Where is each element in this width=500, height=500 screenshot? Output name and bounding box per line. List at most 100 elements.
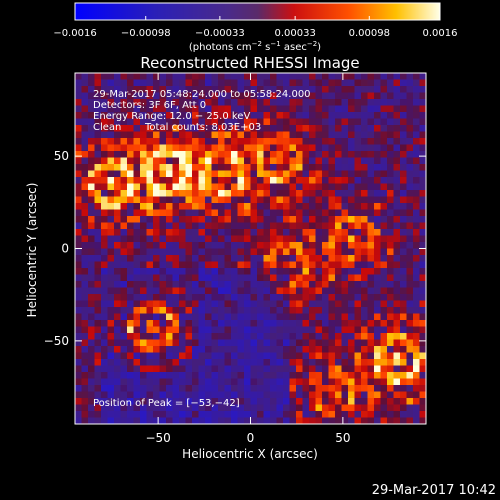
heatmap-cell [166,196,173,204]
heatmap-cell [81,281,89,288]
heatmap-cell [81,300,89,308]
heatmap-cell [367,177,375,184]
heatmap-cell [198,255,206,262]
clean-annotation: Clean [93,122,121,133]
heatmap-cell [120,255,128,262]
heatmap-cell [153,307,160,314]
heatmap-cell [159,274,167,282]
heatmap-cell [322,222,329,230]
heatmap-cell [413,242,420,249]
heatmap-cell [88,92,95,100]
heatmap-cell [107,222,115,230]
heatmap-cell [237,326,245,334]
heatmap-cell [218,151,225,158]
heatmap-cell [367,268,375,275]
heatmap-cell [244,359,251,366]
heatmap-cell [114,307,121,314]
heatmap-cell [133,372,141,379]
heatmap-cell [328,352,336,360]
heatmap-cell [289,105,297,113]
heatmap-cell [289,268,297,275]
heatmap-cell [419,118,427,126]
heatmap-cell [348,222,355,230]
heatmap-cell [302,209,310,217]
heatmap-cell [322,164,329,171]
heatmap-cell [302,261,310,269]
heatmap-cell [380,261,388,269]
heatmap-cell [146,86,154,93]
heatmap-cell [127,391,134,399]
heatmap-cell [263,190,271,197]
heatmap-cell [237,333,245,340]
heatmap-cell [400,216,407,223]
heatmap-cell [153,170,160,178]
heatmap-cell [88,365,95,373]
heatmap-cell [244,183,251,191]
heatmap-cell [315,268,323,275]
heatmap-cell [374,294,381,301]
heatmap-cell [393,313,401,321]
heatmap-cell [244,307,251,314]
heatmap-cell [153,209,160,217]
heatmap-cell [322,274,329,282]
heatmap-cell [94,235,102,243]
heatmap-cell [75,391,82,399]
heatmap-cell [179,157,186,165]
heatmap-cell [302,339,310,347]
heatmap-cell [250,125,258,132]
heatmap-cell [354,79,362,87]
heatmap-cell [127,352,134,360]
heatmap-cell [263,365,271,373]
heatmap-cell [75,346,82,353]
heatmap-cell [361,196,368,204]
heatmap-cell [244,86,251,93]
heatmap-cell [341,79,349,87]
heatmap-cell [296,281,303,288]
heatmap-cell [146,164,154,171]
heatmap-cell [335,261,342,269]
heatmap-cell [322,216,329,223]
heatmap-cell [133,242,141,249]
heatmap-cell [374,287,381,295]
heatmap-cell [127,307,134,314]
heatmap-cell [322,378,329,386]
heatmap-cell [211,196,219,204]
heatmap-cell [380,242,388,249]
heatmap-cell [283,125,290,132]
heatmap-cell [237,268,245,275]
heatmap-cell [81,203,89,210]
heatmap-cell [296,352,303,360]
heatmap-cell [75,118,82,126]
heatmap-cell [107,190,115,197]
heatmap-cell [146,294,154,301]
heatmap-cell [192,190,199,197]
heatmap-cell [224,170,232,178]
heatmap-cell [413,177,420,184]
heatmap-cell [159,287,167,295]
heatmap-cell [140,294,147,301]
heatmap-cell [211,261,219,269]
heatmap-cell [322,339,329,347]
heatmap-cell [205,385,212,392]
heatmap-cell [348,307,355,314]
heatmap-cell [192,86,199,93]
heatmap-cell [328,86,336,93]
heatmap-cell [231,203,238,210]
heatmap-cell [354,378,362,386]
heatmap-cell [309,404,316,412]
heatmap-cell [302,300,310,308]
heatmap-cell [341,248,349,256]
heatmap-cell [133,144,141,152]
heatmap-cell [140,157,147,165]
heatmap-cell [133,73,141,80]
heatmap-cell [419,138,427,145]
heatmap-cell [257,235,264,243]
heatmap-cell [159,307,167,314]
heatmap-cell [354,261,362,269]
heatmap-cell [341,385,349,392]
heatmap-cell [88,326,95,334]
heatmap-cell [283,92,290,100]
heatmap-cell [354,248,362,256]
heatmap-cell [406,177,414,184]
heatmap-cell [133,248,141,256]
